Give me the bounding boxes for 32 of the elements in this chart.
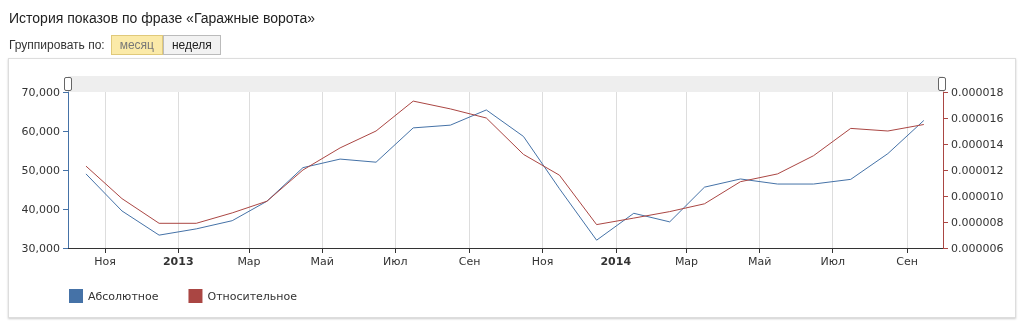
y-tick-label: 60,000 (21, 124, 60, 138)
x-tick-label: 2014 (600, 255, 632, 268)
x-tick-label: Май (747, 255, 772, 268)
x-tick-label: Мар (237, 255, 261, 268)
legend-label: Абсолютное (88, 289, 159, 303)
y2-tick-label: 0.000008 (951, 215, 1004, 229)
x-tick-label: Мар (674, 255, 699, 268)
y-tick-label: 40,000 (21, 202, 60, 216)
y2-tick-label: 0.000016 (951, 111, 1004, 125)
legend-label: Относительное (207, 289, 298, 303)
text: месяц (110, 35, 163, 55)
y-tick-label: 70,000 (21, 85, 60, 99)
y2-tick-label: 0.000010 (951, 189, 1004, 203)
x-tick-label: Сен (458, 255, 481, 268)
y-tick-label: 50,000 (21, 163, 60, 177)
x-tick-label: Ноя (94, 255, 116, 268)
y-tick-label: 30,000 (21, 241, 60, 255)
x-tick-label: 2013 (162, 255, 194, 268)
y2-tick-label: 0.000006 (951, 241, 1004, 255)
x-tick-label: Май (310, 255, 334, 268)
x-tick-label: Ноя (531, 255, 554, 268)
text: Группировать по: (9, 38, 105, 52)
y2-tick-label: 0.000018 (951, 85, 1004, 99)
y2-tick-label: 0.000012 (951, 163, 1004, 177)
x-tick-label: Июл (382, 255, 408, 268)
chart-title: История показов по фразе «Гаражные ворота» (9, 10, 316, 26)
x-tick-label: Сен (896, 255, 918, 268)
line-series (85, 100, 925, 226)
text: неделя (162, 35, 221, 55)
y2-tick-label: 0.000014 (951, 137, 1004, 151)
line-series (85, 109, 925, 241)
x-tick-label: Июл (820, 255, 845, 268)
